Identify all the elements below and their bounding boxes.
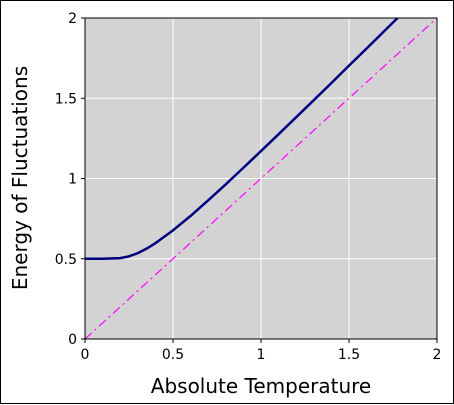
y-tick-label: 0 [68, 332, 77, 348]
y-tick-label: 2 [68, 11, 77, 27]
energy-curve-line [85, 18, 400, 260]
y-tick-label: 0.5 [55, 252, 77, 268]
y-tick-label: 1.5 [55, 91, 77, 107]
y-axis-label: Energy of Fluctuations [8, 66, 32, 290]
x-tick-label: 1.5 [338, 347, 360, 363]
data-series [85, 18, 437, 339]
y-axis-ticks: 0 0.5 1 1.5 2 [55, 11, 85, 348]
x-axis-ticks: 0 0.5 1 1.5 2 [81, 339, 442, 363]
x-axis-label: Absolute Temperature [151, 374, 371, 398]
reference-diagonal-line [85, 18, 437, 339]
x-tick-label: 1 [257, 347, 266, 363]
grid-lines [85, 18, 437, 339]
x-tick-label: 0 [81, 347, 90, 363]
x-tick-label: 2 [433, 347, 442, 363]
y-tick-label: 1 [68, 172, 77, 188]
x-tick-label: 0.5 [162, 347, 184, 363]
